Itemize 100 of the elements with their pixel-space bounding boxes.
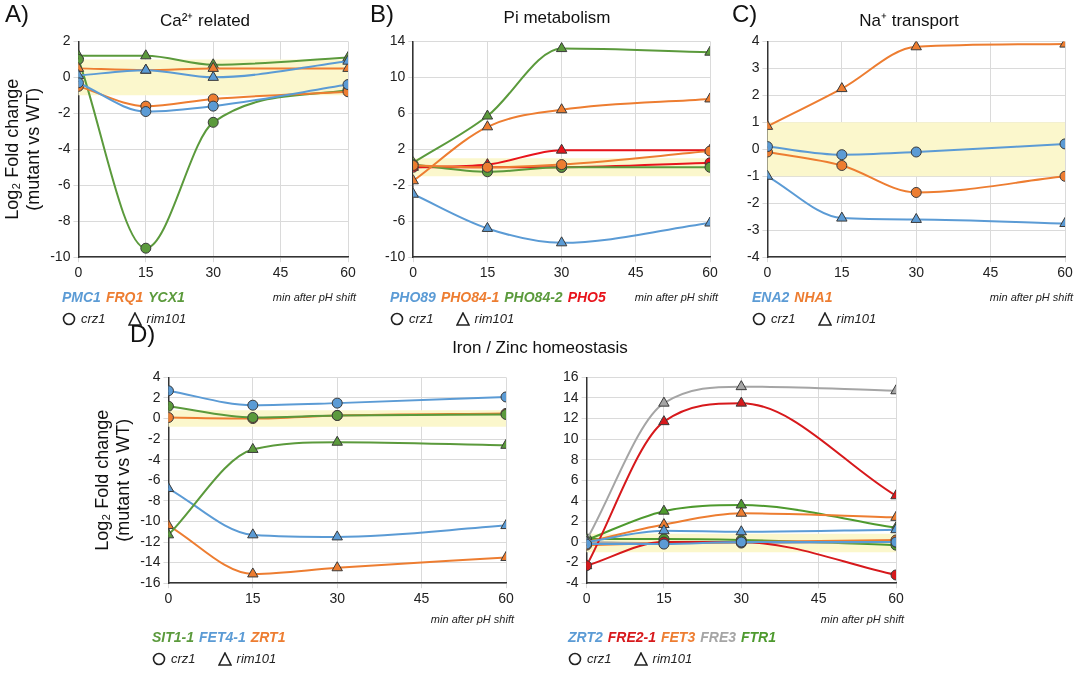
text: FRQ1 (105, 289, 144, 305)
y-tick-label: -3 (747, 221, 760, 238)
y-tick-label: -6 (392, 212, 406, 229)
text: B) (370, 0, 394, 28)
x-axis-title: min after pH shift (820, 613, 904, 625)
x-tick-label: 60 (888, 590, 904, 607)
text: ZRT1 (250, 629, 286, 645)
y-tick-label: -8 (147, 491, 161, 508)
chart-title: Ca²⁺ related (159, 10, 251, 31)
text: A) (5, 0, 29, 28)
x-tick-label: 30 (205, 264, 222, 281)
x-axis-title: min after pH shift (634, 291, 718, 303)
text: FRE2-1 (607, 629, 656, 645)
y-tick-label: 6 (397, 104, 406, 121)
text: FRE3 (700, 629, 737, 645)
y-tick-label: 8 (570, 450, 579, 467)
x-tick-label: 15 (479, 264, 496, 281)
y-tick-label: 16 (562, 368, 579, 385)
text: ENA2 (752, 289, 790, 305)
x-tick-label: 30 (733, 590, 750, 607)
chart-title: Pi metabolism (503, 8, 611, 28)
x-tick-label: 45 (272, 264, 289, 281)
chart-title: Na⁺ transport (859, 10, 959, 31)
y-tick-label: 2 (570, 512, 579, 529)
text: crz1 (81, 311, 106, 326)
x-tick-label: 45 (628, 264, 644, 281)
y-tick-label: -2 (147, 430, 161, 446)
text: rim101 (236, 651, 277, 666)
x-tick-label: 45 (413, 590, 430, 607)
x-tick-label: 0 (409, 264, 418, 281)
chart-title: Iron / Zinc homeostasis (452, 338, 628, 358)
y-tick-label: 4 (751, 32, 760, 49)
y-tick-label: -1 (747, 167, 760, 184)
text: NHA1 (794, 289, 833, 305)
y-tick-label: 1 (751, 113, 760, 130)
y-tick-label: 14 (562, 388, 579, 405)
x-tick-label: 60 (340, 264, 356, 281)
text: crz1 (587, 651, 612, 666)
y-tick-label: 10 (562, 430, 579, 446)
text: FET4-1 (199, 629, 246, 645)
y-tick-label: 2 (751, 86, 760, 103)
text: crz1 (771, 311, 796, 326)
y-tick-label: -2 (747, 194, 760, 211)
text: crz1 (409, 311, 434, 326)
x-tick-label: 15 (834, 264, 850, 281)
x-tick-label: 15 (138, 264, 154, 281)
text: rim101 (474, 311, 515, 326)
x-axis-title: min after pH shift (430, 613, 514, 625)
y-tick-label: 2 (397, 140, 406, 157)
text: PMC1 (62, 289, 101, 305)
y-tick-label: 2 (152, 388, 161, 405)
y-tick-label: -10 (140, 512, 161, 529)
y-tick-label: -2 (57, 104, 71, 121)
text: YCX1 (148, 289, 185, 305)
y-tick-label: 14 (389, 32, 406, 49)
y-tick-label: 6 (570, 471, 579, 488)
x-tick-label: 30 (908, 264, 925, 281)
y-tick-label: -4 (747, 248, 760, 265)
text: rim101 (652, 651, 693, 666)
x-tick-label: 60 (1057, 264, 1073, 281)
text: PHO84-2 (504, 289, 563, 305)
x-tick-label: 60 (498, 590, 514, 607)
y-axis-title: Log₂ Fold change (mutant vs WT) (1, 78, 44, 220)
y-tick-label: -6 (147, 471, 161, 488)
y-tick-label: -16 (140, 574, 161, 591)
y-tick-label: 4 (570, 491, 579, 508)
text: rim101 (836, 311, 877, 326)
y-tick-label: -4 (57, 140, 71, 157)
text: SIT1-1 (152, 629, 195, 645)
text: crz1 (171, 651, 196, 666)
y-tick-label: -14 (140, 553, 161, 570)
y-tick-label: -10 (50, 248, 71, 265)
y-tick-label: -10 (385, 248, 406, 265)
x-tick-label: 0 (763, 264, 772, 281)
y-tick-label: 0 (570, 532, 579, 549)
y-axis-title: Log₂ Fold change (mutant vs WT) (91, 409, 134, 551)
x-tick-label: 15 (656, 590, 672, 607)
y-tick-label: 12 (562, 409, 579, 426)
x-tick-label: 45 (982, 264, 999, 281)
text: PHO84-1 (440, 289, 500, 305)
x-tick-label: 0 (582, 590, 591, 607)
y-tick-label: -2 (566, 553, 579, 570)
x-axis-title: min after pH shift (272, 291, 356, 303)
y-tick-label: -2 (392, 176, 406, 193)
y-tick-label: 4 (152, 368, 161, 385)
text: FET3 (660, 629, 696, 645)
text: PHO5 (567, 289, 606, 305)
text: FTR1 (741, 629, 777, 645)
y-tick-label: -4 (566, 574, 579, 591)
y-tick-label: 3 (751, 59, 760, 76)
x-tick-label: 15 (245, 590, 261, 607)
x-tick-label: 30 (329, 590, 346, 607)
y-tick-label: -6 (57, 176, 71, 193)
x-tick-label: 45 (810, 590, 827, 607)
y-tick-label: -4 (147, 450, 161, 467)
x-tick-label: 0 (164, 590, 173, 607)
text: PHO89 (390, 289, 436, 305)
y-tick-label: 0 (152, 409, 161, 426)
x-tick-label: 30 (553, 264, 570, 281)
y-tick-label: 0 (751, 140, 760, 157)
